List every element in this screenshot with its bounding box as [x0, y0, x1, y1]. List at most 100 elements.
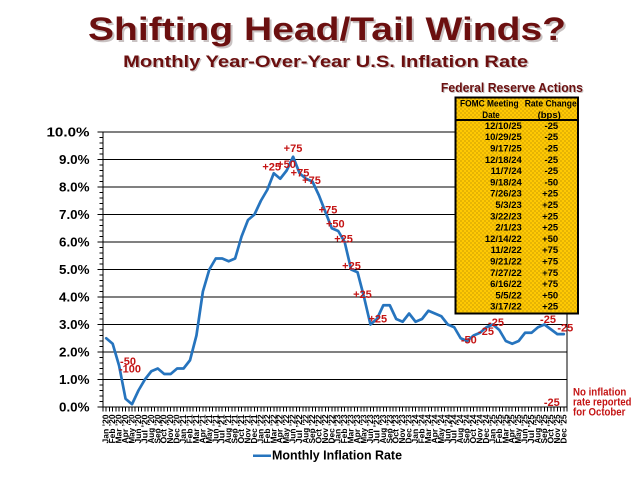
svg-text:+75: +75: [542, 279, 559, 290]
svg-text:Jun ’20: Jun ’20: [134, 414, 143, 444]
svg-text:Sep ’24: Sep ’24: [463, 414, 472, 444]
svg-text:Jun ’24: Jun ’24: [443, 414, 452, 444]
svg-text:Apr ’25: Apr ’25: [508, 414, 517, 444]
svg-text:-25: -25: [544, 121, 558, 132]
svg-text:Feb ’23: Feb ’23: [340, 414, 349, 444]
svg-text:-25: -25: [488, 317, 504, 329]
svg-text:8.0%: 8.0%: [59, 180, 90, 195]
svg-text:Oct ’24: Oct ’24: [469, 414, 478, 444]
svg-text:+25: +25: [542, 189, 559, 200]
svg-text:2.0%: 2.0%: [59, 345, 90, 360]
svg-text:+25: +25: [334, 234, 353, 246]
svg-text:Jan ’20: Jan ’20: [102, 414, 111, 444]
svg-text:Oct ’22: Oct ’22: [314, 414, 323, 444]
svg-text:-25: -25: [544, 132, 558, 143]
svg-text:rate reported: rate reported: [573, 397, 631, 409]
svg-text:May ’23: May ’23: [360, 414, 369, 444]
svg-text:7/27/22: 7/27/22: [490, 268, 522, 279]
svg-text:-25: -25: [478, 326, 494, 338]
svg-text:5.0%: 5.0%: [59, 262, 90, 277]
svg-text:Oct ’25: Oct ’25: [546, 414, 555, 444]
svg-text:Shifting Head/Tail Winds?: Shifting Head/Tail Winds?: [90, 13, 568, 49]
svg-text:11/2/22: 11/2/22: [491, 245, 522, 256]
svg-text:Monthly Year-Over-Year U.S. In: Monthly Year-Over-Year U.S. Inflation Ra…: [125, 53, 530, 72]
svg-text:Oct ’20: Oct ’20: [160, 414, 169, 444]
svg-text:10.0%: 10.0%: [47, 125, 90, 140]
svg-text:Jun ’21: Jun ’21: [211, 414, 220, 444]
svg-text:Feb ’25: Feb ’25: [495, 414, 504, 444]
svg-text:Monthly Inflation Rate: Monthly Inflation Rate: [272, 448, 402, 463]
svg-text:+50: +50: [542, 234, 558, 245]
svg-text:May ’25: May ’25: [514, 414, 523, 444]
svg-text:Feb ’21: Feb ’21: [186, 414, 195, 444]
svg-text:+25: +25: [542, 302, 559, 313]
svg-text:11/7/24: 11/7/24: [491, 166, 523, 177]
svg-text:Dec ’25: Dec ’25: [559, 414, 568, 444]
svg-text:Nov ’25: Nov ’25: [553, 414, 562, 444]
svg-text:Sep ’25: Sep ’25: [540, 414, 549, 444]
svg-text:Apr ’21: Apr ’21: [198, 414, 207, 444]
svg-text:Jan ’24: Jan ’24: [411, 414, 420, 444]
svg-text:3/22/23: 3/22/23: [490, 211, 522, 222]
svg-text:-25: -25: [544, 397, 560, 409]
svg-text:10/29/25: 10/29/25: [485, 132, 523, 143]
svg-text:Federal Reserve Actions: Federal Reserve Actions: [442, 82, 584, 96]
svg-text:+75: +75: [284, 143, 303, 155]
svg-text:+50: +50: [277, 159, 296, 171]
svg-text:Mar ’22: Mar ’22: [269, 414, 278, 444]
svg-text:3.0%: 3.0%: [59, 317, 90, 332]
svg-text:3/17/22: 3/17/22: [490, 302, 522, 313]
svg-text:Mar ’25: Mar ’25: [501, 414, 510, 444]
svg-text:(bps): (bps): [538, 110, 561, 121]
svg-text:+25: +25: [542, 223, 559, 234]
svg-text:-25: -25: [540, 314, 556, 326]
svg-text:-50: -50: [461, 335, 477, 347]
svg-text:Apr ’23: Apr ’23: [353, 414, 362, 444]
svg-text:Oct ’21: Oct ’21: [237, 414, 246, 444]
svg-text:Mar ’23: Mar ’23: [347, 414, 356, 444]
svg-text:Shifting Head/Tail Winds?: Shifting Head/Tail Winds?: [88, 11, 566, 47]
svg-text:Sep ’22: Sep ’22: [308, 414, 317, 444]
svg-text:+25: +25: [542, 211, 559, 222]
svg-text:Apr ’24: Apr ’24: [430, 414, 439, 444]
svg-text:Jul ’23: Jul ’23: [372, 414, 381, 444]
svg-text:Dec ’21: Dec ’21: [250, 414, 259, 444]
svg-text:9/18/24: 9/18/24: [490, 177, 522, 188]
svg-text:12/10/25: 12/10/25: [485, 121, 523, 132]
svg-text:2/1/23: 2/1/23: [495, 223, 521, 234]
svg-text:Aug ’21: Aug ’21: [224, 414, 233, 444]
svg-text:Feb ’20: Feb ’20: [108, 414, 117, 444]
svg-text:+75: +75: [319, 205, 338, 217]
svg-text:+75: +75: [542, 257, 559, 268]
svg-text:Jun ’25: Jun ’25: [521, 414, 530, 444]
svg-text:9/21/22: 9/21/22: [490, 257, 522, 268]
svg-text:Jul ’21: Jul ’21: [218, 414, 227, 444]
svg-text:Dec ’23: Dec ’23: [405, 414, 414, 444]
svg-text:Rate Change: Rate Change: [525, 99, 577, 110]
svg-text:+25: +25: [262, 162, 281, 174]
svg-text:Mar ’20: Mar ’20: [115, 414, 124, 444]
svg-text:Dec ’20: Dec ’20: [173, 414, 182, 444]
svg-text:May ’22: May ’22: [282, 414, 291, 444]
svg-text:Aug ’20: Aug ’20: [147, 414, 156, 444]
svg-text:Jun ’23: Jun ’23: [366, 414, 375, 444]
svg-text:12/18/24: 12/18/24: [485, 155, 523, 166]
svg-text:Apr ’20: Apr ’20: [121, 414, 130, 444]
svg-text:for October: for October: [573, 407, 626, 419]
svg-text:Nov ’23: Nov ’23: [398, 414, 407, 444]
svg-text:+75: +75: [291, 168, 310, 180]
svg-text:Jun ’22: Jun ’22: [289, 414, 298, 444]
svg-text:-25: -25: [557, 323, 573, 335]
svg-text:-25: -25: [544, 166, 558, 177]
svg-text:Dec ’22: Dec ’22: [327, 414, 336, 444]
svg-text:+50: +50: [542, 290, 558, 301]
svg-text:5/5/22: 5/5/22: [495, 290, 521, 301]
svg-text:Feb ’22: Feb ’22: [263, 414, 272, 444]
svg-text:+75: +75: [542, 245, 559, 256]
svg-text:Dec ’24: Dec ’24: [482, 414, 491, 444]
svg-text:4.0%: 4.0%: [59, 290, 90, 305]
svg-text:-50: -50: [544, 177, 558, 188]
svg-text:-100: -100: [119, 363, 141, 375]
svg-text:Feb ’24: Feb ’24: [418, 414, 427, 444]
svg-text:Jul ’22: Jul ’22: [295, 414, 304, 444]
